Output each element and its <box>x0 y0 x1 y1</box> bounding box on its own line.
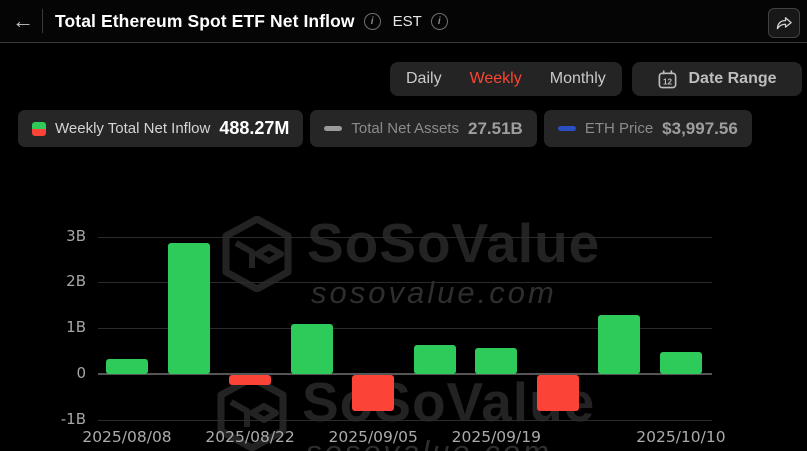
legend-value: 488.27M <box>219 118 290 138</box>
watermark-domain-text: sosovalue.com <box>311 275 557 310</box>
x-axis-tick-label: 2025/08/22 <box>205 428 295 446</box>
header-bar: ← Total Ethereum Spot ETF Net Inflow i E… <box>0 0 807 43</box>
net-inflow-bar-2025-09-12[interactable] <box>413 345 456 374</box>
net-inflow-bar-2025-08-15[interactable] <box>167 243 210 374</box>
y-axis-tick-label: -1B <box>60 409 86 428</box>
calendar-icon: 12 <box>659 69 677 88</box>
legend-label: ETH Price <box>584 120 654 137</box>
page-title: Total Ethereum Spot ETF Net Inflow <box>55 10 355 31</box>
tab-monthly[interactable]: Monthly <box>549 70 606 87</box>
x-axis-tick-label: 2025/09/19 <box>451 428 541 446</box>
share-button[interactable] <box>768 8 800 38</box>
title-info-icon[interactable]: i <box>363 12 381 30</box>
net-inflow-bar-2025-08-08[interactable] <box>106 358 148 374</box>
date-range-button[interactable]: 12 Date Range <box>632 62 802 96</box>
x-axis-tick-label: 2025/08/08 <box>82 428 172 446</box>
net-inflow-bar-2025-09-26[interactable] <box>536 375 579 411</box>
legend-label: Total Net Assets <box>351 120 459 137</box>
interval-tab-group: Daily Weekly Monthly <box>390 62 622 96</box>
net-inflow-bar-2025-09-05[interactable] <box>352 375 395 411</box>
gridline <box>98 282 712 284</box>
timezone-info-icon[interactable]: i <box>430 12 448 30</box>
net-inflow-bar-2025-10-03[interactable] <box>598 314 641 374</box>
legend-value: $3,997.56 <box>662 118 738 138</box>
sosovalue-cube-logo-icon <box>222 216 292 292</box>
watermark-domain-text: sosovalue.com <box>306 434 595 451</box>
legend-row: Weekly Total Net Inflow 488.27M Total Ne… <box>18 110 752 147</box>
x-axis-tick-label: 2025/09/05 <box>328 428 418 446</box>
tab-daily[interactable]: Daily <box>406 70 442 87</box>
net-inflow-bar-2025-08-29[interactable] <box>290 324 333 374</box>
x-axis-tick-label: 2025/10/10 <box>636 428 726 446</box>
gridline <box>98 419 712 421</box>
y-axis-tick-label: 0 <box>76 364 86 382</box>
legend-value: 27.51B <box>467 118 523 138</box>
net-inflow-bar-2025-09-19[interactable] <box>475 347 518 374</box>
gridline <box>98 328 712 330</box>
header-divider <box>42 9 43 33</box>
date-range-label: Date Range <box>688 70 777 87</box>
watermark-center: SoSoValue sosovalue.com <box>221 216 600 311</box>
back-arrow-icon[interactable]: ← <box>12 8 34 33</box>
net-inflow-bar-2025-10-10[interactable] <box>659 351 702 374</box>
legend-chip-total-net-assets[interactable]: Total Net Assets 27.51B <box>310 110 537 147</box>
net-inflow-bar-2025-08-22[interactable] <box>229 375 272 386</box>
gridline <box>98 236 712 238</box>
legend-chip-weekly-net-inflow[interactable]: Weekly Total Net Inflow 488.27M <box>18 110 304 147</box>
legend-label: Weekly Total Net Inflow <box>55 120 211 137</box>
y-axis-tick-label: 1B <box>66 318 86 337</box>
watermark-brand-text: SoSoValue <box>307 212 601 274</box>
svg-text:12: 12 <box>663 77 673 86</box>
share-arrow-icon <box>776 17 792 30</box>
legend-chip-eth-price[interactable]: ETH Price $3,997.56 <box>543 110 752 147</box>
tab-weekly[interactable]: Weekly <box>469 70 522 87</box>
zero-axis-line <box>98 373 712 375</box>
timezone-label: EST <box>392 12 422 30</box>
green-red-split-icon <box>32 121 46 136</box>
gray-dash-icon <box>324 126 343 131</box>
blue-dash-icon <box>557 126 576 131</box>
y-axis-tick-label: 2B <box>66 272 86 291</box>
y-axis-tick-label: 3B <box>66 226 86 245</box>
